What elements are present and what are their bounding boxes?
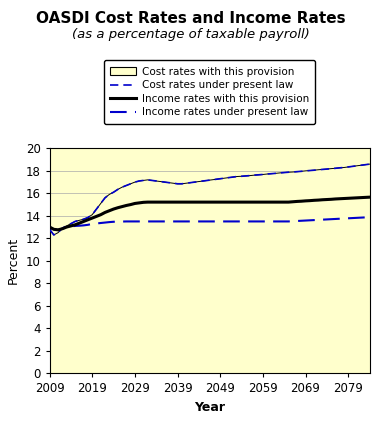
Text: OASDI Cost Rates and Income Rates: OASDI Cost Rates and Income Rates [36,11,345,25]
X-axis label: Year: Year [194,401,225,414]
Legend: Cost rates with this provision, Cost rates under present law, Income rates with : Cost rates with this provision, Cost rat… [104,60,315,124]
Text: (as a percentage of taxable payroll): (as a percentage of taxable payroll) [72,28,309,41]
Y-axis label: Percent: Percent [7,237,20,285]
